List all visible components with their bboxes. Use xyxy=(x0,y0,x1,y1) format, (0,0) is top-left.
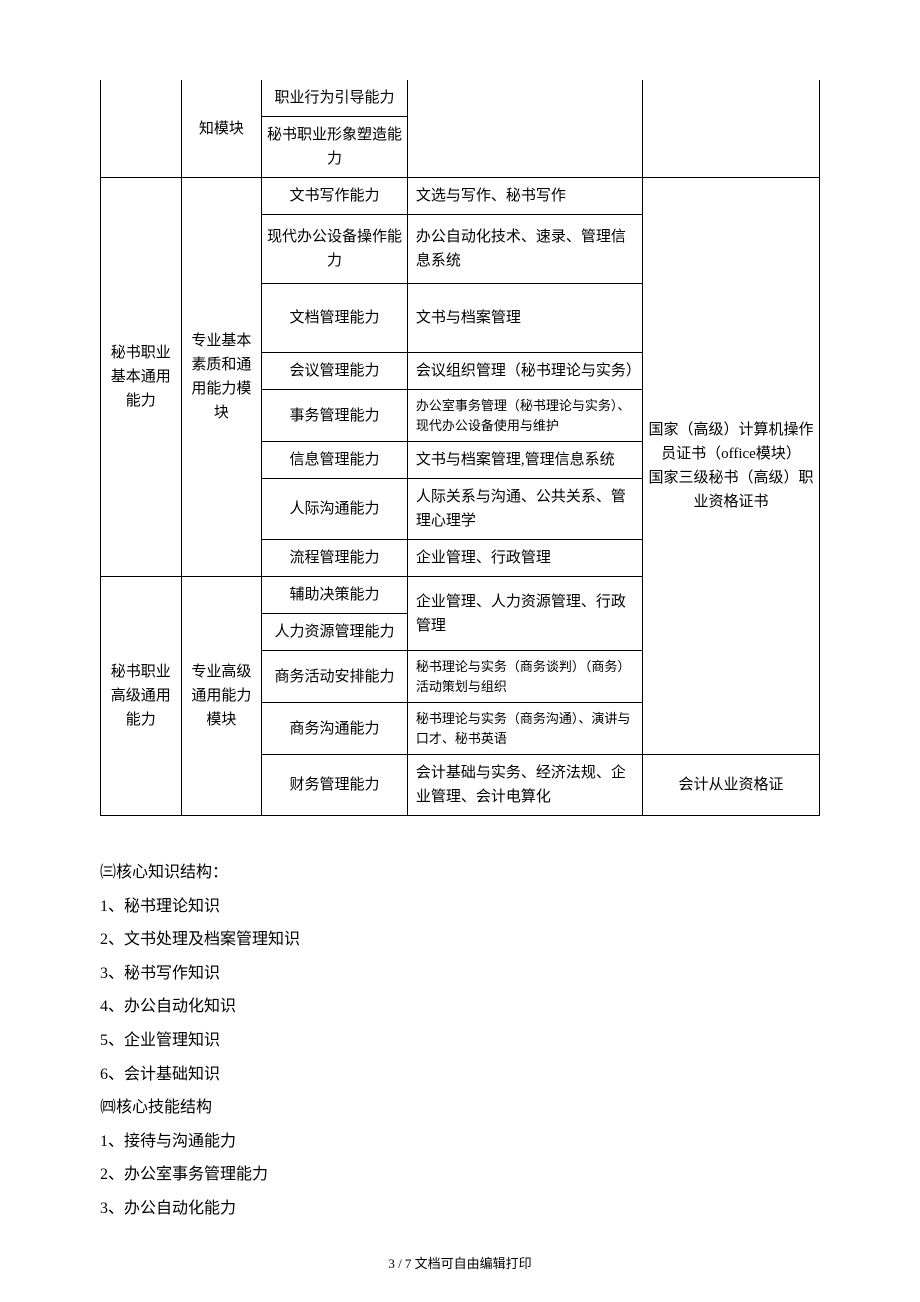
cell-r1-c5: 国家（高级）计算机操作员证书（office模块） 国家三级秘书（高级）职业资格证… xyxy=(643,178,820,755)
cell-r2-c1: 秘书职业高级通用能力 xyxy=(101,577,182,816)
section3-item: 4、办公自动化知识 xyxy=(100,990,820,1024)
cell-r0-c5 xyxy=(643,80,820,178)
section4-item: 2、办公室事务管理能力 xyxy=(100,1158,820,1192)
cell-r1e-c3: 事务管理能力 xyxy=(262,390,408,442)
cell-r0-c2: 知模块 xyxy=(181,80,262,178)
section3-title: ㈢核心知识结构： xyxy=(100,856,820,890)
cell-r2ab-c4: 企业管理、人力资源管理、行政管理 xyxy=(407,577,642,651)
cell-r0-c3b: 秘书职业形象塑造能力 xyxy=(262,117,408,178)
section4-title: ㈣核心技能结构 xyxy=(100,1091,820,1125)
cell-r2c-c3: 商务活动安排能力 xyxy=(262,651,408,703)
cell-r1d-c4: 会议组织管理（秘书理论与实务） xyxy=(407,353,642,390)
cell-r0-c4 xyxy=(407,80,642,178)
cell-r1b-c3: 现代办公设备操作能力 xyxy=(262,215,408,284)
cell-r1h-c4: 企业管理、行政管理 xyxy=(407,540,642,577)
cell-r2e-c4: 会计基础与实务、经济法规、企业管理、会计电算化 xyxy=(407,755,642,816)
cell-r2c-c4: 秘书理论与实务（商务谈判）（商务）活动策划与组织 xyxy=(407,651,642,703)
cell-r2e-c3: 财务管理能力 xyxy=(262,755,408,816)
cell-r1c-c3: 文档管理能力 xyxy=(262,284,408,353)
body-text: ㈢核心知识结构： 1、秘书理论知识 2、文书处理及档案管理知识 3、秘书写作知识… xyxy=(100,856,820,1226)
cell-r1e-c4: 办公室事务管理（秘书理论与实务）、现代办公设备使用与维护 xyxy=(407,390,642,442)
cell-r1g-c4: 人际关系与沟通、公共关系、管理心理学 xyxy=(407,479,642,540)
cell-r0-c3a: 职业行为引导能力 xyxy=(262,80,408,117)
section3-item: 2、文书处理及档案管理知识 xyxy=(100,923,820,957)
section4-item: 3、办公自动化能力 xyxy=(100,1192,820,1226)
cell-r1d-c3: 会议管理能力 xyxy=(262,353,408,390)
cell-r1b-c4: 办公自动化技术、速录、管理信息系统 xyxy=(407,215,642,284)
section3-item: 5、企业管理知识 xyxy=(100,1024,820,1058)
cell-r1f-c4: 文书与档案管理,管理信息系统 xyxy=(407,442,642,479)
cell-r1a-c4: 文选与写作、秘书写作 xyxy=(407,178,642,215)
page: 知模块 职业行为引导能力 秘书职业形象塑造能力 秘书职业基本通用能力 专业基本素… xyxy=(0,0,920,1302)
cell-r0-c1 xyxy=(101,80,182,178)
cell-r1-c2: 专业基本素质和通用能力模块 xyxy=(181,178,262,577)
cell-r1-c1: 秘书职业基本通用能力 xyxy=(101,178,182,577)
cell-r1h-c3: 流程管理能力 xyxy=(262,540,408,577)
cell-r2d-c3: 商务沟通能力 xyxy=(262,703,408,755)
cell-r2b-c3: 人力资源管理能力 xyxy=(262,614,408,651)
cell-r2d-c4: 秘书理论与实务（商务沟通）、演讲与口才、秘书英语 xyxy=(407,703,642,755)
capability-table: 知模块 职业行为引导能力 秘书职业形象塑造能力 秘书职业基本通用能力 专业基本素… xyxy=(100,80,820,816)
section4-item: 1、接待与沟通能力 xyxy=(100,1125,820,1159)
cell-r1c-c4: 文书与档案管理 xyxy=(407,284,642,353)
cell-r1a-c3: 文书写作能力 xyxy=(262,178,408,215)
page-footer: 3 / 7 文档可自由编辑打印 xyxy=(0,1253,920,1272)
section3-item: 6、会计基础知识 xyxy=(100,1058,820,1092)
cell-r1f-c3: 信息管理能力 xyxy=(262,442,408,479)
cell-r1g-c3: 人际沟通能力 xyxy=(262,479,408,540)
section3-item: 3、秘书写作知识 xyxy=(100,957,820,991)
cell-r2-c2: 专业高级通用能力模块 xyxy=(181,577,262,816)
section3-item: 1、秘书理论知识 xyxy=(100,890,820,924)
cell-r2a-c3: 辅助决策能力 xyxy=(262,577,408,614)
cell-r2e-c5: 会计从业资格证 xyxy=(643,755,820,816)
